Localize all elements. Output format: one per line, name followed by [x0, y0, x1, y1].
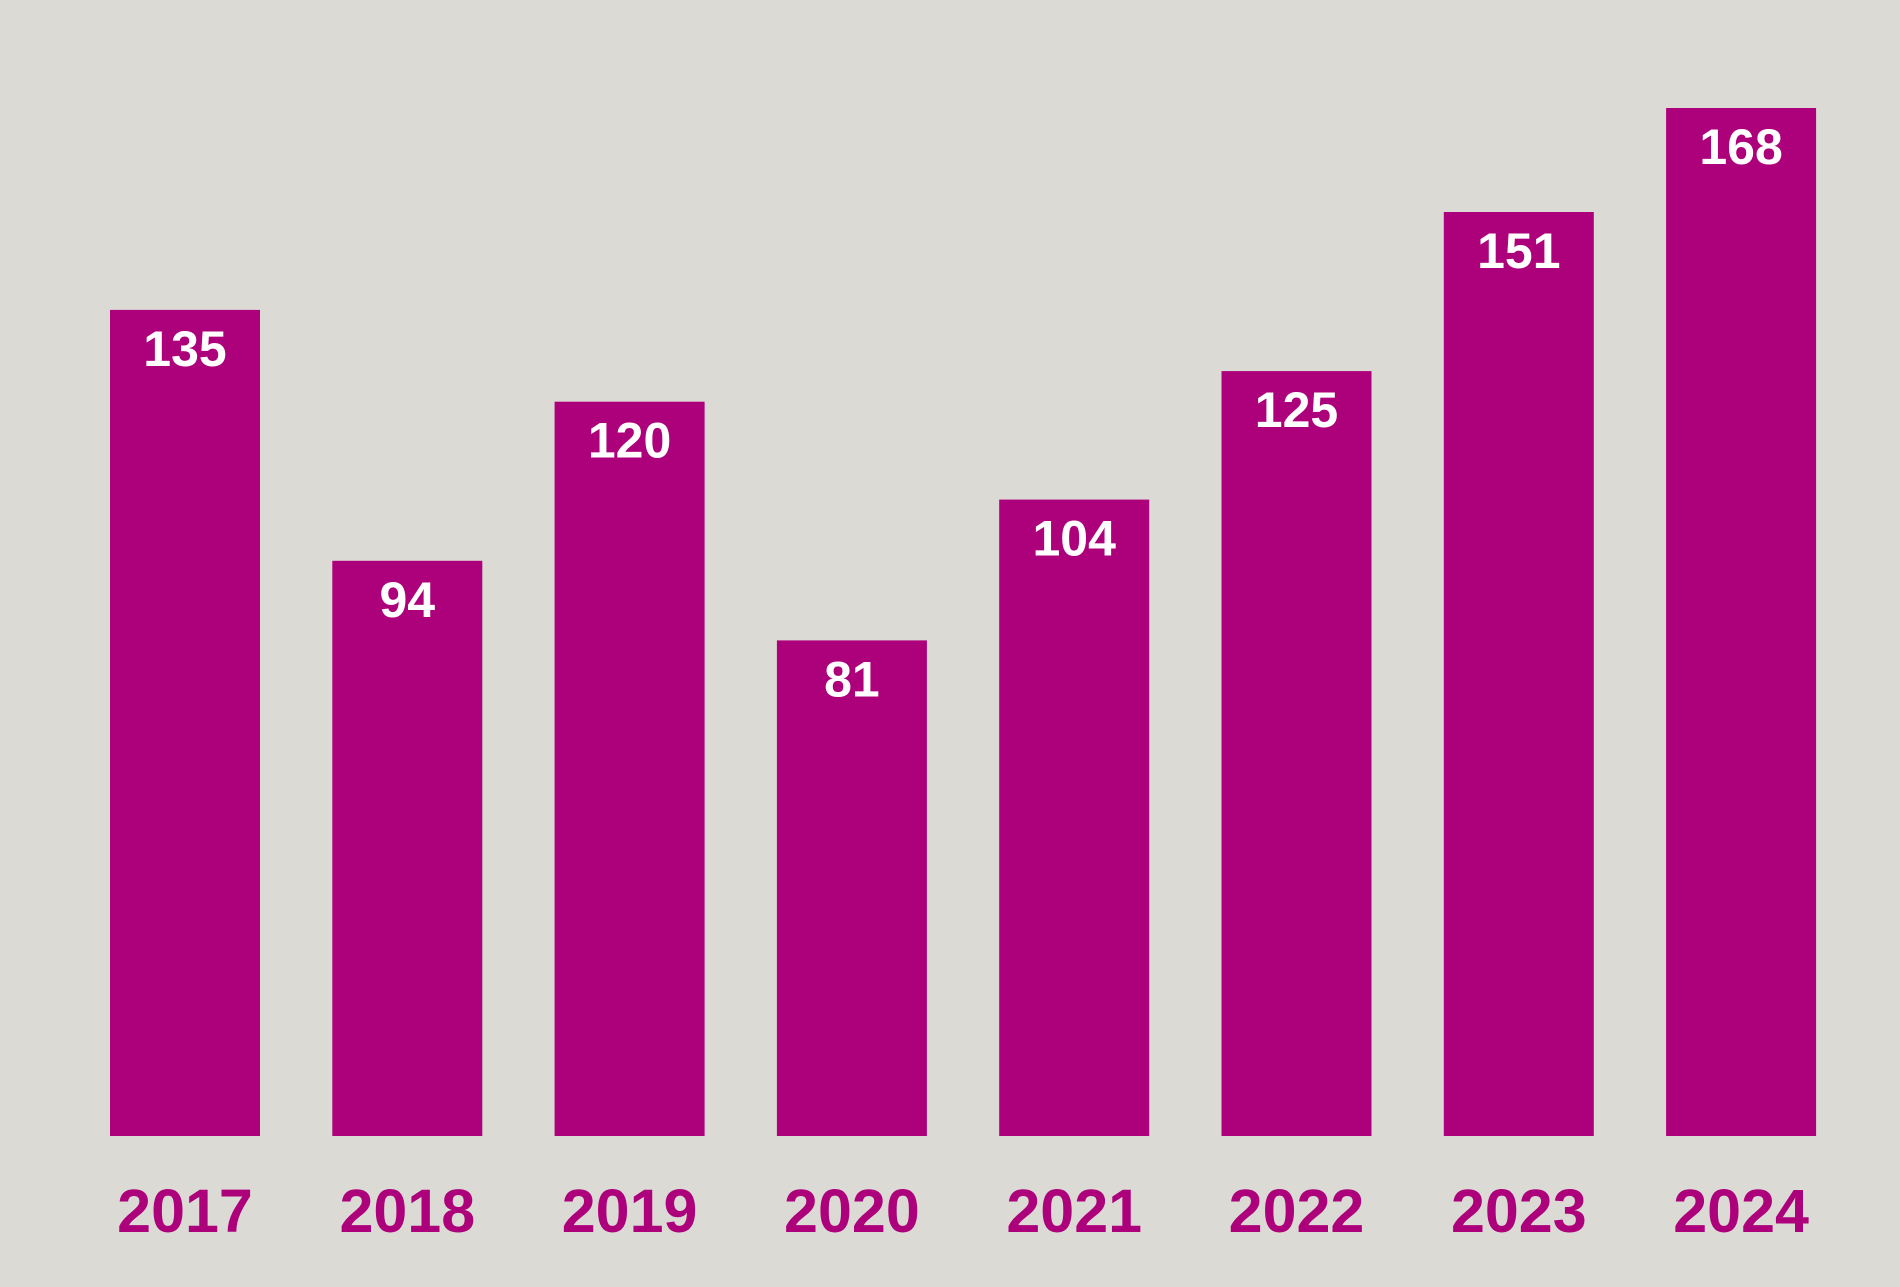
data-label-2023: 151 [1477, 223, 1560, 279]
bar-2017 [110, 309, 260, 1136]
data-label-2024: 168 [1699, 119, 1782, 175]
x-tick-label-2018: 2018 [339, 1177, 475, 1245]
data-label-2017: 135 [143, 321, 226, 377]
data-labels-group: 135 94 120 81 104 125 151 168 [143, 119, 1783, 707]
data-label-2021: 104 [1032, 511, 1116, 567]
data-label-2018: 94 [379, 572, 435, 628]
x-tick-label-2022: 2022 [1229, 1177, 1365, 1245]
x-tick-label-2023: 2023 [1451, 1177, 1587, 1245]
x-tick-label-2024: 2024 [1673, 1177, 1809, 1245]
x-tick-label-2017: 2017 [117, 1177, 253, 1245]
x-axis-tick-labels: 2017 2018 2019 2020 2021 2022 2023 2024 [117, 1177, 1809, 1245]
data-label-2019: 120 [588, 413, 671, 469]
bars-group [110, 108, 1817, 1137]
x-tick-label-2020: 2020 [784, 1177, 920, 1245]
data-label-2022: 125 [1255, 382, 1338, 438]
bar-2022 [1221, 371, 1372, 1137]
bar-2018 [332, 560, 483, 1136]
bar-2019 [554, 401, 705, 1136]
bar-2021 [999, 499, 1150, 1137]
x-tick-label-2019: 2019 [562, 1177, 698, 1245]
bar-2024 [1666, 108, 1817, 1136]
bar-2023 [1443, 212, 1594, 1136]
data-label-2020: 81 [824, 651, 880, 707]
bar-2020 [776, 640, 927, 1136]
x-tick-label-2021: 2021 [1006, 1177, 1142, 1245]
